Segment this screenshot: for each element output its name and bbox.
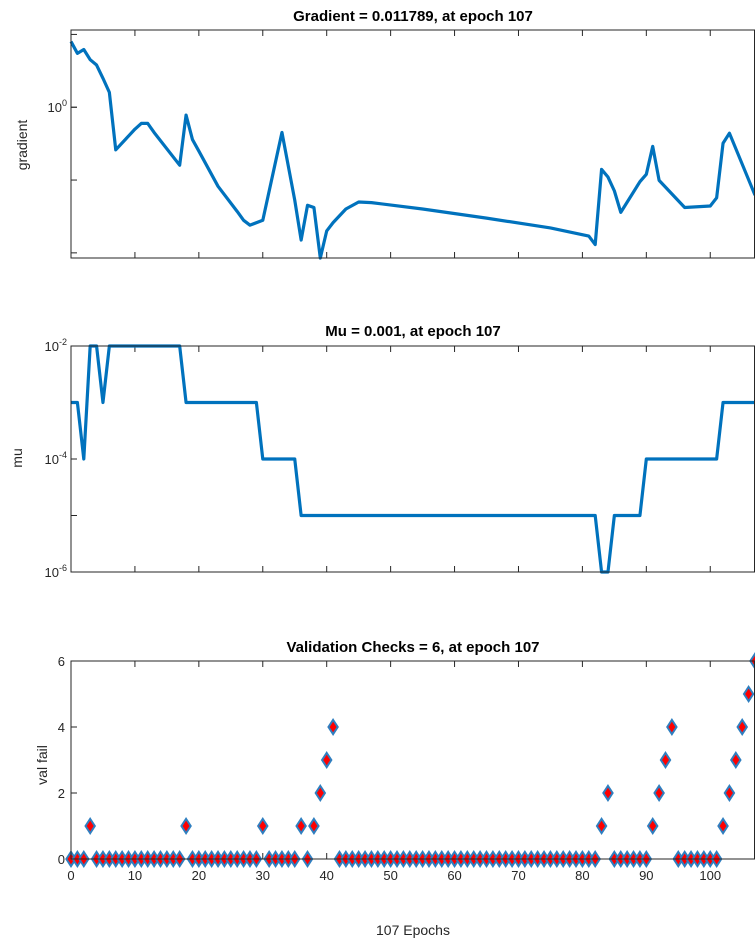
gradient-title: Gradient = 0.011789, at epoch 107	[293, 8, 533, 25]
validation-x-ticks: 0 10 20 30 40 50 60 70 80 90 100	[67, 661, 721, 883]
y-tick-label: 6	[58, 654, 65, 669]
y-tick-label: 0	[58, 852, 65, 867]
validation-panel: Validation Checks = 6, at epoch 107 val …	[34, 639, 755, 938]
mu-panel: Mu = 0.001, at epoch 107 mu 10-2 10-4 10-6	[9, 323, 755, 580]
val-fail-point	[723, 784, 736, 802]
mu-x-ticks	[70, 346, 711, 572]
val-fail-point	[646, 817, 659, 835]
validation-points	[65, 652, 755, 868]
y-tick-label: 10-2	[45, 337, 67, 354]
val-fail-point	[659, 751, 672, 769]
gradient-y-ticks: 100	[48, 33, 77, 254]
x-tick-label: 30	[256, 868, 270, 883]
val-fail-point	[742, 685, 755, 703]
x-tick-label: 80	[575, 868, 589, 883]
x-tick-label: 0	[67, 868, 74, 883]
val-fail-point	[327, 718, 339, 736]
y-tick-label: 10-6	[45, 563, 67, 580]
y-tick-label: 2	[58, 786, 65, 801]
val-fail-point	[602, 784, 614, 802]
val-fail-point	[256, 817, 269, 835]
val-fail-point	[295, 817, 307, 835]
y-tick-label: 4	[58, 720, 65, 735]
validation-title: Validation Checks = 6, at epoch 107	[286, 639, 539, 656]
mu-title: Mu = 0.001, at epoch 107	[325, 323, 501, 340]
x-tick-label: 70	[511, 868, 525, 883]
x-tick-label: 10	[128, 868, 142, 883]
val-fail-point	[729, 751, 742, 769]
gradient-ylabel: gradient	[14, 120, 30, 171]
x-tick-label: 60	[447, 868, 461, 883]
val-fail-point	[180, 817, 192, 835]
val-fail-point	[84, 817, 97, 835]
y-tick-label: 100	[48, 98, 67, 115]
gradient-x-ticks	[70, 30, 711, 258]
mu-y-ticks: 10-2 10-4 10-6	[45, 337, 77, 580]
x-tick-label: 90	[639, 868, 653, 883]
gradient-panel: Gradient = 0.011789, at epoch 107 gradie…	[14, 8, 755, 260]
x-tick-label: 20	[192, 868, 206, 883]
gradient-axes-frame	[70, 29, 755, 259]
validation-xlabel: 107 Epochs	[376, 922, 450, 938]
val-fail-point	[736, 718, 749, 736]
validation-ylabel: val fail	[34, 745, 50, 785]
mu-ylabel: mu	[9, 448, 25, 467]
x-tick-label: 40	[319, 868, 333, 883]
gradient-series-line	[69, 40, 755, 260]
val-fail-point	[308, 817, 320, 835]
x-tick-label: 50	[383, 868, 397, 883]
x-tick-label: 100	[699, 868, 721, 883]
val-fail-point	[666, 718, 678, 736]
val-fail-point	[314, 784, 327, 802]
val-fail-point	[595, 817, 608, 835]
val-fail-point	[320, 751, 333, 769]
y-tick-label: 10-4	[45, 450, 67, 467]
validation-y-ticks: 0 2 4 6	[58, 654, 77, 867]
val-fail-point	[653, 784, 665, 802]
mu-series-line	[71, 344, 755, 574]
val-fail-point	[717, 817, 729, 835]
